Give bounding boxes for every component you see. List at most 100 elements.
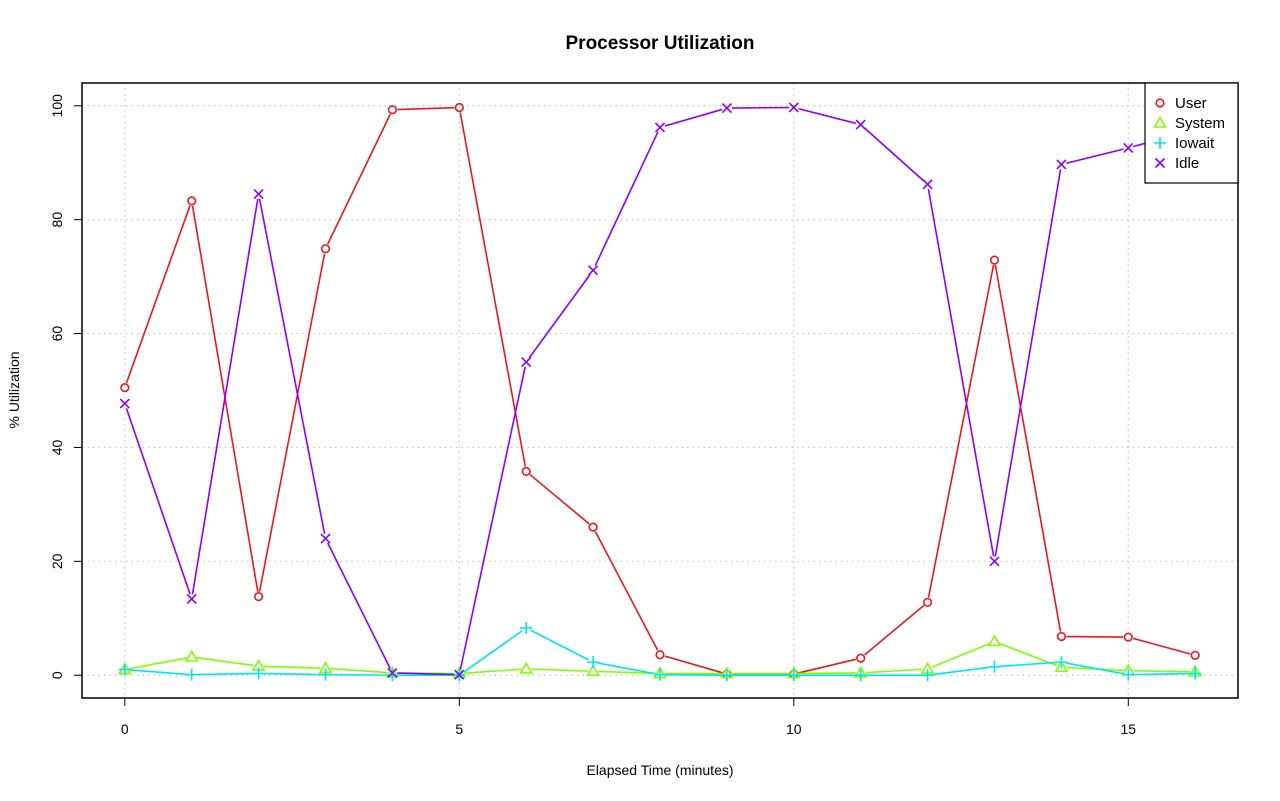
- series-idle-point: [721, 102, 732, 114]
- series-idle-segment: [528, 273, 591, 359]
- series-system-segment: [865, 668, 923, 674]
- y-tick-label: 20: [49, 553, 65, 569]
- series-user-segment: [397, 106, 455, 111]
- legend: User System Iowait Idle: [1144, 82, 1239, 184]
- series-idle-point: [454, 669, 465, 680]
- series-iowait-point: [1189, 667, 1202, 680]
- series-idle-segment: [397, 672, 455, 676]
- series-idle-segment: [459, 366, 526, 670]
- series-idle-point: [119, 398, 130, 409]
- series-iowait-point: [587, 656, 600, 669]
- series-iowait-point: [854, 669, 867, 682]
- series-idle-point: [387, 667, 398, 679]
- series-iowait-point: [185, 668, 198, 681]
- grid-lines: [82, 83, 1238, 698]
- series-user-segment: [664, 655, 723, 674]
- series-system-segment: [464, 668, 522, 674]
- series-iowait-segment: [196, 672, 254, 676]
- series-idle-segment: [191, 198, 259, 595]
- series-iowait-segment: [462, 630, 523, 673]
- series-iowait-point: [386, 669, 399, 682]
- series-user-point: [187, 196, 197, 206]
- series-idle-point: [1056, 159, 1067, 170]
- legend-user-marker: [1155, 98, 1165, 108]
- series-idle-point: [1123, 142, 1134, 153]
- series-system-segment: [263, 665, 321, 670]
- series-iowait-segment: [1066, 662, 1124, 675]
- series-user-segment: [927, 264, 995, 598]
- y-tick-label: 80: [49, 212, 65, 228]
- series-user-segment: [1132, 637, 1191, 655]
- series-iowait-point: [1122, 668, 1135, 681]
- series-idle-point: [186, 593, 197, 604]
- series-user-segment: [798, 658, 857, 674]
- series-user-point: [588, 522, 598, 532]
- legend-system-marker: [1153, 115, 1167, 128]
- series-iowait-segment: [597, 662, 656, 675]
- series-system-segment: [1133, 669, 1191, 673]
- series-iowait-segment: [263, 672, 321, 676]
- series-iowait-point: [520, 621, 533, 634]
- series-user-point: [856, 653, 866, 663]
- series-system-point: [987, 634, 1002, 647]
- series-iowait-point: [787, 669, 800, 682]
- series-user-point: [655, 650, 665, 660]
- y-tick-label: 40: [49, 439, 65, 455]
- series-user-segment: [594, 531, 659, 651]
- series-system-point: [519, 661, 534, 674]
- series-idle-point: [588, 265, 599, 276]
- series-user-segment: [258, 253, 326, 592]
- series-iowait-point: [654, 668, 666, 681]
- series-system-segment: [531, 668, 589, 672]
- legend-idle-label: Idle: [1175, 155, 1199, 172]
- series-user-point: [521, 466, 531, 476]
- series-idle-segment: [125, 408, 191, 595]
- series-iowait-segment: [932, 666, 990, 676]
- legend-system-label: System: [1175, 115, 1225, 132]
- axes: 0 5 10 15 0 20 40 60 80 100: [49, 94, 1136, 737]
- series-idle-point: [654, 122, 666, 133]
- plot-frame: [81, 82, 1239, 699]
- series-idle-point: [989, 556, 1000, 567]
- series-user-segment: [529, 473, 590, 525]
- series-iowait-point: [720, 669, 733, 682]
- series-user-point: [120, 383, 130, 393]
- y-axis-label: % Utilization: [6, 351, 22, 428]
- series-user-point: [387, 105, 398, 115]
- series-user-point: [1056, 631, 1066, 642]
- series-iowait-point: [921, 669, 934, 682]
- chart-title: Processor Utilization: [566, 33, 755, 54]
- series-system-segment: [196, 656, 254, 667]
- series-idle-point: [922, 179, 933, 190]
- series-user-point: [320, 244, 331, 254]
- series-idle-point: [521, 356, 532, 368]
- y-tick-label: 60: [49, 326, 65, 342]
- series-user-segment: [125, 205, 191, 384]
- series-system-point: [184, 649, 199, 662]
- series-iowait-point: [1055, 656, 1068, 669]
- series-user-point: [1190, 650, 1200, 660]
- x-tick-label: 10: [786, 721, 802, 737]
- series-user: [120, 102, 1200, 679]
- legend-iowait-label: Iowait: [1175, 135, 1215, 152]
- series-idle-point: [320, 533, 331, 544]
- series-user-segment: [459, 112, 527, 467]
- x-tick-label: 5: [455, 721, 463, 737]
- series-iowait-segment: [999, 661, 1057, 668]
- series-idle-segment: [927, 189, 995, 557]
- series-idle-segment: [327, 542, 391, 669]
- x-tick-label: 15: [1120, 721, 1136, 737]
- series-iowait-segment: [530, 629, 590, 661]
- series-idle-segment: [594, 131, 659, 267]
- series-idle-segment: [664, 108, 723, 127]
- x-tick-label: 0: [121, 721, 129, 737]
- series-user-point: [1123, 632, 1133, 642]
- series-user-point: [989, 255, 1000, 265]
- series-system-point: [1054, 660, 1069, 673]
- legend-idle-marker: [1154, 157, 1166, 169]
- series-idle-point: [855, 119, 866, 130]
- series-iowait-point: [252, 667, 265, 680]
- series-user-point: [254, 592, 264, 602]
- series-idle-segment: [1066, 148, 1124, 165]
- series-system-segment: [998, 642, 1058, 667]
